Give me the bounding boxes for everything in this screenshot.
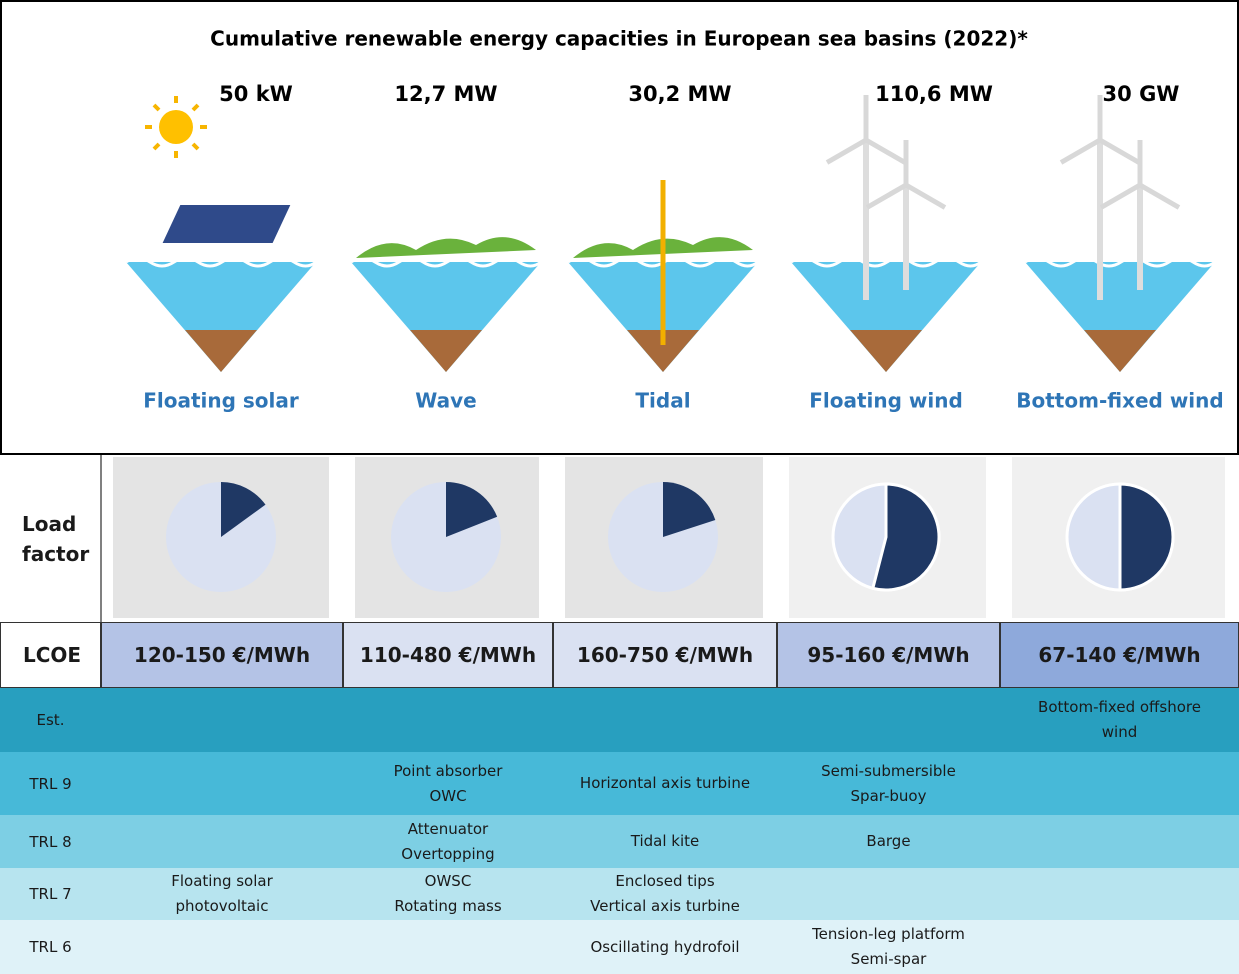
trl-label: Est. (0, 688, 101, 752)
technology-variant: Semi-submersible (821, 759, 956, 784)
technology-variant: OWSC (425, 869, 472, 894)
trl-cell (553, 688, 777, 752)
technology-variant: Point absorber (394, 759, 503, 784)
trl-cell (1000, 752, 1239, 815)
trl-cell (101, 688, 343, 752)
technology-variant: Tension-leg platform (812, 922, 965, 947)
capacity: 12,7 MW (394, 82, 497, 106)
infographic: Cumulative renewable energy capacities i… (0, 0, 1239, 974)
technology-variant: Tidal kite (631, 829, 699, 854)
trl-cell: Oscillating hydrofoil (553, 920, 777, 974)
technology-variant: Vertical axis turbine (590, 894, 740, 919)
capacity: 50 kW (219, 82, 293, 106)
blade (1101, 185, 1140, 208)
blade (827, 140, 866, 163)
blade (1061, 140, 1100, 163)
title: Cumulative renewable energy capacities i… (210, 27, 1028, 51)
lcoe: 120-150 €/MWh (101, 622, 343, 688)
row-label: Load factor (0, 455, 101, 622)
trl-cell (343, 920, 553, 974)
trl-label: TRL 6 (0, 920, 101, 974)
seabed (410, 330, 482, 372)
hills (356, 237, 536, 258)
trl-cell: Horizontal axis turbine (553, 752, 777, 815)
technology-variant: Horizontal axis turbine (580, 771, 750, 796)
trl-cell (777, 688, 1000, 752)
seabed (185, 330, 257, 372)
technology-variant: Spar-buoy (851, 784, 927, 809)
technology-variant: Floating solar photovoltaic (132, 869, 312, 919)
trl-cell (343, 688, 553, 752)
trl-cell: Barge (777, 815, 1000, 868)
technology-name: Bottom-fixed wind (1016, 389, 1223, 413)
technology-name: Tidal (635, 389, 690, 413)
sun (145, 96, 207, 158)
trl-cell: Tidal kite (553, 815, 777, 868)
capacity: 110,6 MW (875, 82, 993, 106)
technology-variant: Attenuator (408, 817, 488, 842)
trl-label: TRL 8 (0, 815, 101, 868)
technology-variant: Rotating mass (394, 894, 501, 919)
technology-name: Wave (415, 389, 476, 413)
row-label: LCOE (0, 622, 101, 688)
blade (1140, 185, 1179, 208)
capacity: 30,2 MW (628, 82, 731, 106)
trl-cell (1000, 868, 1239, 920)
trl-label: TRL 7 (0, 868, 101, 920)
technology-name: Floating wind (809, 389, 963, 413)
blade (866, 140, 905, 163)
technology-variant: Barge (866, 829, 910, 854)
capacity: 30 GW (1103, 82, 1180, 106)
technology-variant: Overtopping (401, 842, 494, 867)
trl-cell (777, 868, 1000, 920)
trl-cell (101, 752, 343, 815)
trl-cell: Bottom-fixed offshore wind (1000, 688, 1239, 752)
technology-variant: Semi-spar (851, 947, 927, 972)
technology-name: Floating solar (143, 389, 299, 413)
technology-variant: Bottom-fixed offshore wind (1030, 695, 1210, 745)
seabed (1084, 330, 1156, 372)
lcoe: 95-160 €/MWh (777, 622, 1000, 688)
technology-variant: Enclosed tips (615, 869, 714, 894)
trl-label: TRL 9 (0, 752, 101, 815)
trl-cell (1000, 815, 1239, 868)
trl-cell: Floating solar photovoltaic (101, 868, 343, 920)
trl-cell (1000, 920, 1239, 974)
blade (906, 185, 945, 208)
technology-variant: OWC (429, 784, 466, 809)
solar-panel (163, 205, 291, 243)
lcoe: 67-140 €/MWh (1000, 622, 1239, 688)
blade (867, 185, 906, 208)
seabed (850, 330, 922, 372)
trl-cell (101, 920, 343, 974)
technology-variant: Oscillating hydrofoil (590, 935, 739, 960)
lcoe: 160-750 €/MWh (553, 622, 777, 688)
lcoe: 110-480 €/MWh (343, 622, 553, 688)
trl-cell (101, 815, 343, 868)
blade (1100, 140, 1139, 163)
